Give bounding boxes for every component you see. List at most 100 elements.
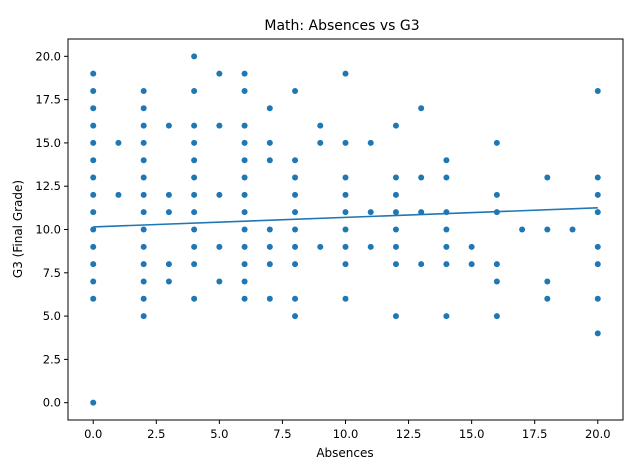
data-point [90,191,97,198]
data-point [216,191,223,198]
data-point [342,243,349,250]
data-point [493,191,500,198]
x-tick-label: 17.5 [522,427,548,441]
data-point [90,122,97,129]
data-point [140,174,147,181]
data-point [292,295,299,302]
data-point [140,313,147,320]
data-point [392,313,399,320]
data-point [594,243,601,250]
y-tick-label: 7.5 [43,266,61,280]
x-axis-label: Absences [316,446,373,460]
data-point [90,295,97,302]
data-point [392,122,399,129]
data-point [191,243,198,250]
data-point [317,243,324,250]
data-point [342,139,349,146]
data-point [292,226,299,233]
y-tick-label: 15.0 [35,136,61,150]
data-point [115,191,122,198]
data-point [241,157,248,164]
x-axis-ticks: 0.0 2.5 5.0 7.5 10.0 12.5 15.0 17.5 20.0 [84,420,611,441]
data-point [292,87,299,94]
y-axis-ticks: 0.0 2.5 5.0 7.5 10.0 12.5 15.0 17.5 20.0 [35,49,68,410]
data-point [266,226,273,233]
data-point [292,209,299,216]
data-point [493,261,500,268]
data-point [241,295,248,302]
data-point [342,226,349,233]
data-point [418,105,425,112]
data-point [191,53,198,60]
data-point [140,261,147,268]
data-point [392,261,399,268]
data-point [569,226,576,233]
data-point [317,122,324,129]
data-point [594,87,601,94]
trend-line [93,207,598,228]
data-point [544,226,551,233]
x-tick-label: 10.0 [333,427,359,441]
data-point [468,243,475,250]
data-points [90,53,601,406]
data-point [241,278,248,285]
data-point [594,209,601,216]
x-tick-label: 20.0 [585,427,611,441]
data-point [115,139,122,146]
data-point [165,122,172,129]
data-point [367,243,374,250]
data-point [241,122,248,129]
data-point [493,313,500,320]
data-point [191,157,198,164]
data-point [165,278,172,285]
data-point [443,261,450,268]
data-point [90,174,97,181]
data-point [493,139,500,146]
data-point [443,313,450,320]
data-point [241,261,248,268]
data-point [191,295,198,302]
data-point [191,226,198,233]
x-tick-label: 5.0 [210,427,228,441]
data-point [443,157,450,164]
data-point [191,191,198,198]
data-point [90,243,97,250]
data-point [342,295,349,302]
data-point [266,139,273,146]
data-point [241,139,248,146]
data-point [241,226,248,233]
data-point [165,209,172,216]
data-point [443,243,450,250]
y-axis-label: G3 (Final Grade) [11,180,25,278]
y-tick-label: 10.0 [35,223,61,237]
data-point [191,122,198,129]
plot-area: 0.0 2.5 5.0 7.5 10.0 12.5 15.0 17.5 20.0 0.0 2.5 5… [35,38,624,441]
data-point [266,157,273,164]
data-point [443,226,450,233]
data-point [392,243,399,250]
data-point [191,174,198,181]
data-point [191,261,198,268]
data-point [292,157,299,164]
x-tick-label: 0.0 [84,427,102,441]
data-point [140,243,147,250]
data-point [216,122,223,129]
data-point [140,278,147,285]
data-point [140,105,147,112]
y-tick-label: 12.5 [35,179,61,193]
data-point [544,278,551,285]
data-point [266,261,273,268]
data-point [241,70,248,77]
data-point [544,174,551,181]
data-point [90,70,97,77]
data-point [216,243,223,250]
data-point [594,295,601,302]
y-tick-label: 2.5 [43,352,61,366]
data-point [292,313,299,320]
data-point [418,261,425,268]
data-point [241,191,248,198]
data-point [292,174,299,181]
data-point [241,243,248,250]
x-tick-label: 12.5 [396,427,422,441]
